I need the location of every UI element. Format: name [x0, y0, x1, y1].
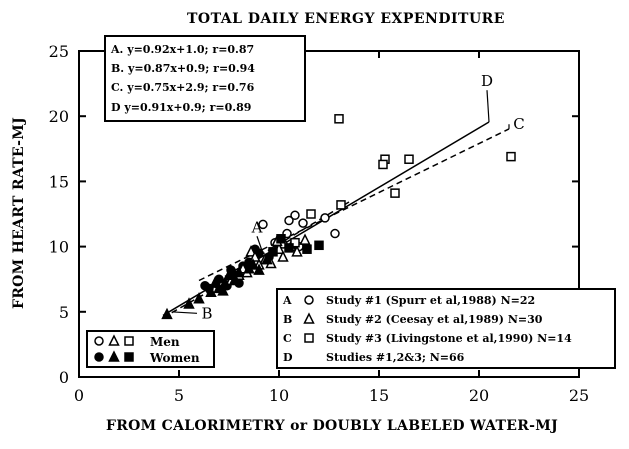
regression-line-c	[198, 128, 510, 282]
legend-men: Men	[150, 335, 180, 349]
data-point-triangle	[291, 245, 303, 257]
data-point-triangle	[299, 233, 311, 245]
legend-study-2: Study #2 (Ceesay et al,1989) N=30	[326, 313, 543, 326]
data-point-square	[390, 188, 400, 198]
data-point-square	[302, 244, 312, 254]
legend-men-circle	[94, 336, 104, 346]
data-points	[161, 114, 516, 320]
legend-id-a: A	[282, 294, 292, 307]
data-point-square	[314, 240, 324, 251]
legend-women-circle	[94, 352, 104, 362]
legend-marker-circle	[304, 295, 314, 305]
line-labels: A B C D	[172, 72, 525, 322]
line-label-pointer	[172, 311, 198, 314]
x-tick-label: 0	[74, 386, 84, 405]
data-point-triangle	[277, 250, 289, 262]
legend-men-triangle	[108, 334, 120, 346]
data-point-triangle	[161, 307, 173, 320]
sex-legend-markers	[94, 334, 134, 362]
x-tick-label: 10	[269, 386, 289, 405]
x-tick-label: 20	[469, 386, 489, 405]
data-point-square	[268, 247, 278, 257]
legend-marker-square	[304, 333, 314, 343]
legend-women-triangle	[108, 350, 120, 362]
x-tick-label: 25	[569, 386, 589, 405]
y-axis-label: FROM HEART RATE-MJ	[11, 117, 27, 309]
data-point-circle	[320, 213, 330, 223]
legend-study-3: Study #3 (Livingstone et al,1990) N=14	[326, 332, 572, 345]
line-label-pointer	[486, 90, 490, 123]
line-label-d: D	[481, 72, 493, 90]
y-tick-label: 15	[49, 172, 69, 191]
data-point-triangle	[233, 266, 245, 278]
data-point-triangle	[217, 284, 229, 296]
legend-id-b: B	[283, 313, 292, 326]
chart-title: TOTAL DAILY ENERGY EXPENDITURE	[187, 11, 505, 27]
data-point-square	[334, 114, 344, 124]
data-point-square	[404, 154, 414, 164]
legend-study-1: Study #1 (Spurr et al,1988) N=22	[326, 294, 535, 307]
legend-men-square	[124, 336, 134, 346]
y-tick-label: 25	[49, 42, 69, 61]
data-point-square	[290, 237, 300, 248]
y-tick-label: 20	[49, 107, 69, 126]
x-tick-label: 15	[369, 386, 389, 405]
data-point-square	[284, 243, 294, 253]
line-label-b: B	[201, 304, 212, 322]
x-axis-label: FROM CALORIMETRY or DOUBLY LABELED WATER…	[106, 418, 558, 434]
data-point-square	[336, 200, 346, 210]
y-tick-label: 5	[59, 303, 69, 322]
data-point-triangle	[261, 252, 273, 265]
data-point-square	[306, 209, 316, 219]
data-point-triangle	[183, 297, 195, 309]
legend-women: Women	[149, 351, 200, 365]
y-tick-label: 0	[59, 368, 69, 387]
legend-id-c: C	[283, 332, 292, 345]
data-point-circle	[258, 219, 268, 230]
legend-women-square	[124, 352, 134, 362]
data-point-triangle	[223, 268, 235, 281]
data-point-circle	[284, 215, 294, 226]
data-point-circle	[298, 218, 308, 228]
equation-c: C. y=0.75x+2.9; r=0.76	[111, 81, 255, 94]
data-point-triangle	[193, 292, 205, 304]
plot-frame	[78, 50, 580, 378]
line-label-a: A	[251, 218, 263, 236]
equation-d: D y=0.91x+0.9; r=0.89	[111, 101, 251, 114]
equation-a: A. y=0.92x+1.0; r=0.87	[110, 43, 254, 56]
legend-studies-all: Studies #1,2&3; N=66	[326, 351, 465, 364]
sex-legend: Men Women	[86, 330, 215, 368]
data-point-triangle	[205, 285, 217, 297]
axis-ticks: 0 5 10 15 20 25 0 5 10 15 20 25	[49, 42, 590, 405]
x-tick-label: 5	[174, 386, 184, 405]
data-point-square	[276, 234, 286, 244]
data-point-square	[506, 151, 516, 162]
study-legend-markers	[303, 295, 315, 343]
legend-id-d: D	[283, 351, 293, 364]
data-point-circle	[290, 210, 300, 221]
equation-box: A. y=0.92x+1.0; r=0.87 B. y=0.87x+0.9; r…	[104, 35, 306, 122]
line-label-pointer	[256, 236, 264, 254]
legend-marker-triangle	[303, 312, 315, 324]
data-point-circle	[200, 280, 210, 291]
y-tick-label: 10	[49, 238, 69, 257]
data-point-triangle	[245, 245, 257, 257]
data-point-square	[378, 159, 388, 170]
data-point-circle	[330, 228, 340, 239]
line-label-c: C	[513, 115, 524, 133]
data-point-triangle	[209, 276, 221, 288]
equation-b: B. y=0.87x+0.9; r=0.94	[111, 62, 255, 75]
data-point-triangle	[247, 258, 259, 270]
study-legend: A Study #1 (Spurr et al,1988) N=22 B Stu…	[276, 288, 616, 369]
